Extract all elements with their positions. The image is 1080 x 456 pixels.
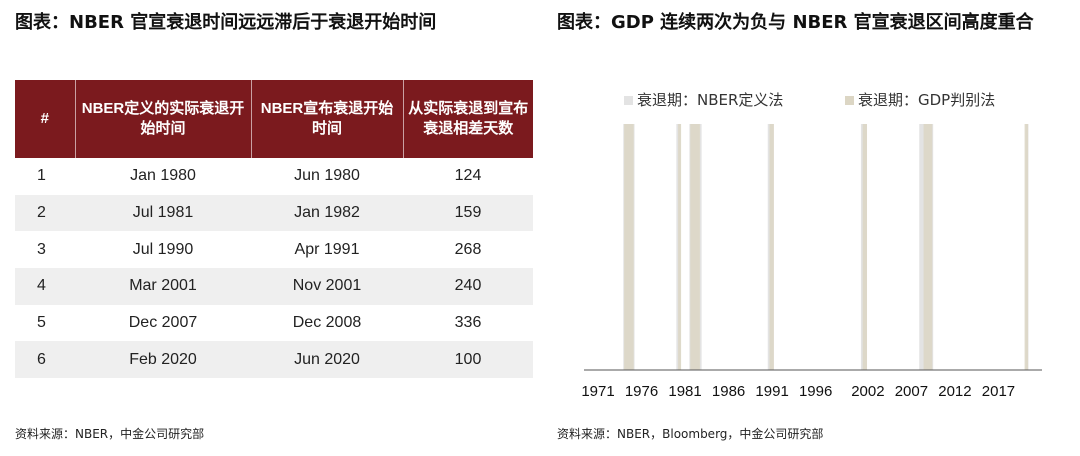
header-announced-start: NBER宣布衰退开始时间	[251, 80, 404, 158]
cell-days-lag: 240	[403, 268, 533, 305]
table-header-row: # NBER定义的实际衰退开始时间 NBER宣布衰退开始时间 从实际衰退到宣布衰…	[15, 80, 533, 158]
legend-swatch-0	[624, 96, 633, 105]
cell-index: 1	[37, 167, 46, 185]
x-tick-label-8: 2012	[938, 383, 971, 400]
x-tick-label-2: 1981	[668, 383, 701, 400]
legend-label-1: 衰退期：GDP判别法	[858, 91, 995, 109]
left-source-note: 资料来源：NBER，中金公司研究部	[15, 427, 205, 441]
recession-bar-1-2	[690, 124, 700, 370]
table-row: 5 Dec 2007 Dec 2008 336	[15, 305, 533, 342]
chart-legend: 衰退期：NBER定义法 衰退期：GDP判别法	[624, 91, 995, 109]
cell-actual-start: Jul 1981	[75, 194, 251, 232]
cell-announced-start: Jun 1980	[294, 167, 360, 185]
cell-index: 3	[37, 240, 46, 258]
header-days-lag: 从实际衰退到宣布衰退相差天数	[403, 80, 533, 158]
x-tick-label-1: 1976	[625, 383, 658, 400]
x-axis-ticks: 1971 1976 1981 1986 1991 1996 2002 2007 2012 2017	[581, 383, 1015, 400]
cell-announced-start: Dec 2008	[292, 314, 362, 332]
recession-bar-1-6	[1024, 124, 1029, 370]
recession-interval-chart: 衰退期：NBER定义法 衰退期：GDP判别法 1971 1976 1981 1986 19…	[581, 91, 1042, 400]
x-tick-label-0: 1971	[581, 383, 614, 400]
x-tick-label-6: 2002	[851, 383, 884, 400]
recession-table: # NBER定义的实际衰退开始时间 NBER宣布衰退开始时间 从实际衰退到宣布衰…	[15, 80, 533, 379]
recession-bar-1-0	[624, 124, 634, 370]
cell-days-lag: 159	[403, 194, 533, 232]
cell-actual-start: Dec 2007	[128, 314, 198, 332]
cell-actual-start: Mar 2001	[75, 268, 251, 305]
cell-announced-start: Nov 2001	[251, 268, 403, 305]
recession-bar-1-3	[769, 124, 774, 370]
recession-bar-1-4	[862, 124, 868, 370]
cell-days-lag: 268	[454, 240, 482, 258]
recession-bar-1-1	[678, 124, 682, 370]
cell-days-lag: 100	[403, 341, 533, 379]
table-row: 2 Jul 1981 Jan 1982 159	[15, 194, 533, 232]
cell-announced-start: Jan 1982	[251, 194, 403, 232]
recession-bars	[623, 124, 1029, 370]
table-row: 3 Jul 1990 Apr 1991 268	[15, 231, 533, 268]
cell-days-lag: 336	[454, 314, 482, 332]
x-tick-label-3: 1986	[712, 383, 745, 400]
cell-days-lag: 124	[454, 167, 482, 185]
x-tick-label-4: 1991	[755, 383, 788, 400]
cell-announced-start: Jun 2020	[251, 341, 403, 379]
table-row: 4 Mar 2001 Nov 2001 240	[15, 268, 533, 305]
cell-index: 4	[15, 268, 75, 305]
header-index: #	[15, 80, 76, 158]
right-chart-title: 图表：GDP 连续两次为负与 NBER 官宣衰退区间高度重合	[557, 12, 1034, 33]
x-tick-label-9: 2017	[982, 383, 1015, 400]
cell-index: 5	[37, 314, 46, 332]
cell-actual-start: Feb 2020	[75, 341, 251, 379]
right-source-note: 资料来源：NBER，Bloomberg，中金公司研究部	[557, 427, 824, 441]
header-actual-start: NBER定义的实际衰退开始时间	[75, 80, 252, 158]
table-row: 6 Feb 2020 Jun 2020 100	[15, 341, 533, 379]
legend-swatch-1	[845, 96, 854, 105]
x-tick-label-5: 1996	[799, 383, 832, 400]
legend-label-0: 衰退期：NBER定义法	[637, 91, 783, 109]
left-chart-title: 图表：NBER 官宣衰退时间远远滞后于衰退开始时间	[15, 12, 437, 33]
table-row: 1 Jan 1980 Jun 1980 124	[15, 158, 533, 195]
cell-announced-start: Apr 1991	[294, 240, 360, 258]
cell-actual-start: Jan 1980	[130, 167, 196, 185]
cell-actual-start: Jul 1990	[132, 240, 194, 258]
cell-index: 2	[15, 194, 75, 232]
recession-bar-1-5	[923, 124, 933, 370]
cell-index: 6	[15, 341, 75, 379]
x-tick-label-7: 2007	[895, 383, 928, 400]
